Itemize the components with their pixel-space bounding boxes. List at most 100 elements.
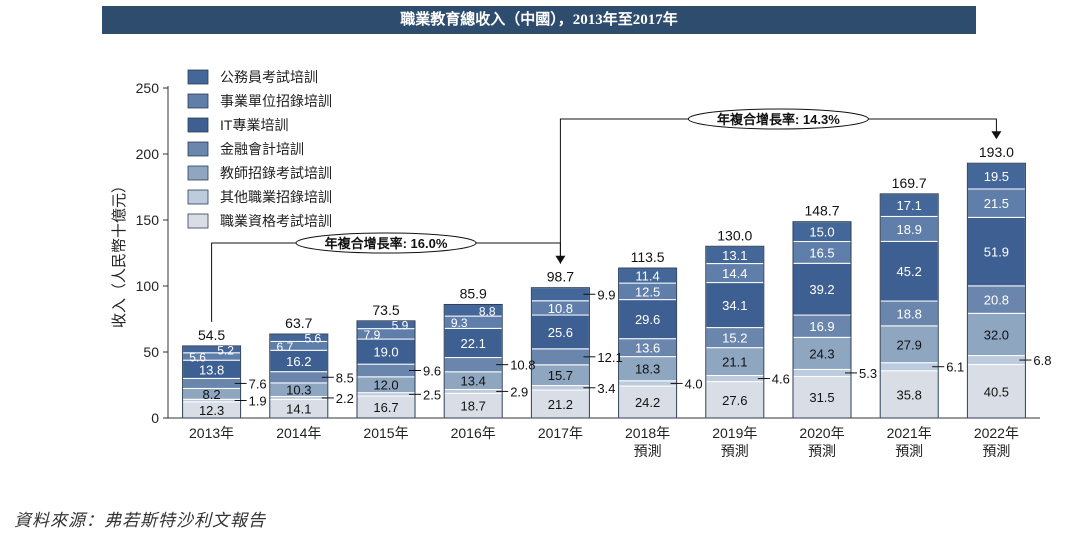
legend-label: IT專業培訓 xyxy=(220,117,288,133)
y-tick-label: 150 xyxy=(136,212,160,228)
segment-label: 17.1 xyxy=(897,198,922,213)
segment-label: 19.0 xyxy=(373,345,398,360)
segment-label: 21.2 xyxy=(548,397,573,412)
x-tick-label: 2016年 xyxy=(451,425,496,441)
y-tick-label: 200 xyxy=(136,146,160,162)
segment-label: 6.7 xyxy=(276,340,293,354)
y-axis-label: 收入（人民幣十億元） xyxy=(111,178,128,328)
segment-label: 12.3 xyxy=(199,403,224,418)
segment-label: 13.6 xyxy=(635,341,660,356)
segment-label: 40.5 xyxy=(984,384,1009,399)
segment-label: 27.6 xyxy=(722,393,747,408)
segment-label: 2.2 xyxy=(336,391,354,406)
segment-label: 16.5 xyxy=(809,245,834,260)
bar-outline xyxy=(792,221,852,419)
bar-segment xyxy=(879,370,939,419)
segment-label: 11.4 xyxy=(635,269,659,284)
x-tick-label: 2015年 xyxy=(363,425,408,441)
legend-label: 職業資格考試培訓 xyxy=(220,213,332,229)
segment-label: 18.9 xyxy=(897,222,922,237)
total-label: 113.5 xyxy=(631,249,665,265)
bar-outline xyxy=(879,193,939,419)
cagr-ellipse xyxy=(687,108,869,130)
bar-segment xyxy=(530,287,590,302)
segment-label: 15.2 xyxy=(722,331,747,346)
x-tick-label: 2022年 xyxy=(974,425,1019,441)
bar-segment xyxy=(879,362,939,372)
segment-label: 14.1 xyxy=(286,402,311,417)
segment-label: 16.9 xyxy=(809,319,834,334)
legend-swatch xyxy=(187,189,209,205)
segment-label: 21.1 xyxy=(722,355,747,370)
bar-segment xyxy=(443,388,503,394)
y-tick-label: 250 xyxy=(136,80,160,96)
bar-segment xyxy=(792,368,852,377)
segment-label: 4.6 xyxy=(772,372,790,387)
total-label: 63.7 xyxy=(285,315,312,331)
segment-label: 18.7 xyxy=(461,399,486,414)
segment-label: 24.2 xyxy=(635,395,660,410)
legend-label: 其他職業招錄培訓 xyxy=(220,189,332,205)
segment-label: 31.5 xyxy=(809,390,834,405)
bar-segment xyxy=(792,336,852,370)
bar-outline xyxy=(443,303,503,419)
segment-label: 19.5 xyxy=(984,169,1009,184)
segment-label: 4.0 xyxy=(685,376,703,391)
segment-label: 2.5 xyxy=(423,387,441,402)
segment-label: 29.6 xyxy=(635,312,660,327)
x-tick-label: 2018年 xyxy=(625,425,670,441)
bar-outline xyxy=(356,320,416,419)
chart-title: 職業教育總收入（中國），2013年至2017年 xyxy=(102,6,976,34)
y-tick-label: 50 xyxy=(143,344,159,360)
segment-label: 8.5 xyxy=(336,370,354,385)
legend-swatch xyxy=(187,117,209,133)
segment-label: 5.6 xyxy=(189,350,206,364)
segment-label: 25.6 xyxy=(548,325,573,340)
segment-label: 35.8 xyxy=(897,387,922,402)
x-tick-label: 2019年 xyxy=(712,425,757,441)
bar-outline xyxy=(182,345,242,419)
segment-label: 9.3 xyxy=(451,316,468,330)
segment-label: 13.4 xyxy=(461,374,486,389)
total-label: 193.0 xyxy=(979,144,1014,160)
bars xyxy=(182,162,1026,419)
bar-outline xyxy=(530,287,590,419)
x-tick-sublabel: 預測 xyxy=(634,443,662,459)
bar-segment xyxy=(966,216,1026,287)
legend-label: 事業單位招錄培訓 xyxy=(220,93,332,109)
bar-segment xyxy=(269,371,329,384)
segment-label: 12.1 xyxy=(597,350,622,365)
segment-label: 15.7 xyxy=(548,368,573,383)
total-label: 85.9 xyxy=(460,285,487,301)
total-label: 169.7 xyxy=(892,175,927,191)
segment-label: 8.2 xyxy=(203,387,221,402)
segment-label: 1.9 xyxy=(249,394,267,409)
x-tick-label: 2014年 xyxy=(276,425,321,441)
total-label: 98.7 xyxy=(547,269,574,285)
segment-label: 15.0 xyxy=(809,225,834,240)
segment-label: 3.4 xyxy=(597,381,615,396)
legend-label: 金融會計培訓 xyxy=(220,141,304,157)
bar-segment xyxy=(879,300,939,327)
bar-outline xyxy=(705,245,765,419)
bar-segment xyxy=(618,299,678,340)
segment-label: 24.3 xyxy=(809,346,834,361)
segment-label: 51.9 xyxy=(984,245,1009,260)
x-tick-label: 2017年 xyxy=(538,425,583,441)
bar-segment xyxy=(966,355,1026,366)
bar-segment xyxy=(530,348,590,366)
x-tick-sublabel: 預測 xyxy=(721,443,749,459)
segment-label: 7.6 xyxy=(249,376,267,391)
legend-label: 教師招錄考試培訓 xyxy=(220,165,332,181)
segment-label: 45.2 xyxy=(897,264,922,279)
segment-label: 13.1 xyxy=(722,248,747,263)
segment-label: 8.8 xyxy=(479,304,496,318)
cagr-label: 年複合增長率: 14.3% xyxy=(717,112,840,127)
segment-label: 5.6 xyxy=(304,332,321,346)
segment-label: 2.9 xyxy=(510,384,528,399)
cagr-ellipse xyxy=(295,232,477,254)
x-tick-label: 2020年 xyxy=(799,425,844,441)
